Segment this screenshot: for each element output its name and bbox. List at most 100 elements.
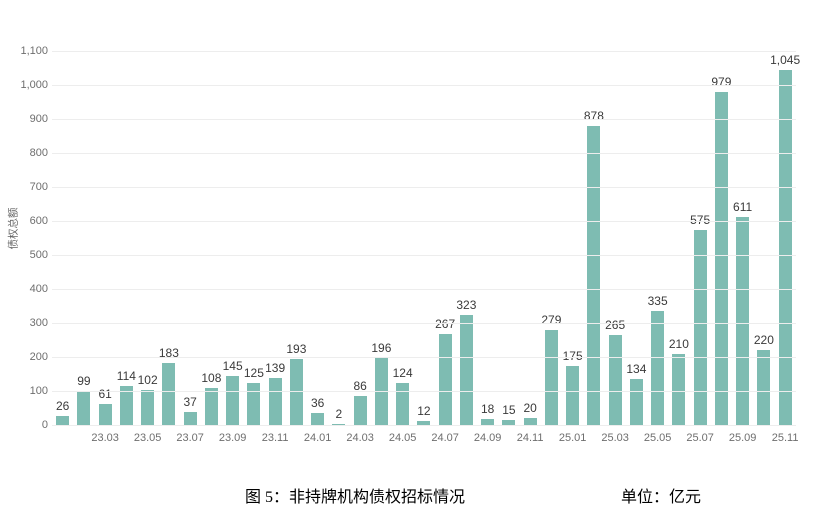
bar-slot: 145 23.09 — [219, 51, 247, 444]
bar-value-label: 102 — [137, 373, 158, 388]
bar-value-label: 183 — [158, 345, 179, 360]
bar — [672, 353, 686, 425]
bar-value-label: 210 — [668, 336, 689, 351]
bar — [311, 412, 325, 425]
grid-line — [52, 51, 796, 52]
bar — [119, 386, 133, 425]
grid-line — [52, 153, 796, 154]
bar-value-label: 99 — [77, 374, 91, 389]
bar-value-label: 979 — [711, 75, 732, 90]
bar — [608, 334, 622, 425]
bar-value-label: 193 — [286, 342, 307, 357]
bar — [693, 229, 707, 425]
grid-line — [52, 391, 796, 392]
bar — [629, 379, 643, 425]
y-tick-label: 600 — [29, 214, 48, 227]
bar-slot: 36 24.01 — [304, 51, 332, 444]
bar-value-label: 175 — [562, 348, 583, 363]
bar-slot: 611 25.09 — [729, 51, 757, 444]
bar-value-label: 279 — [541, 313, 562, 328]
y-tick-label: 700 — [29, 180, 48, 193]
bar — [396, 382, 410, 425]
x-tick-label: 23.05 — [133, 432, 162, 444]
bar-slot: 878 — [583, 51, 604, 425]
x-tick-label: 23.07 — [176, 432, 204, 444]
x-tick-label: 24.05 — [388, 432, 417, 444]
bar-slot: 196 — [371, 51, 392, 425]
y-tick-label: 1,100 — [20, 44, 48, 57]
bar-slot: 265 25.03 — [601, 51, 629, 444]
grid-line — [52, 85, 796, 86]
bar — [353, 395, 367, 425]
bar-value-label: 145 — [222, 358, 243, 373]
bar — [289, 359, 303, 425]
bar-value-label: 265 — [605, 317, 626, 332]
bar-value-label: 26 — [55, 399, 70, 414]
bar-slot: 139 23.11 — [262, 51, 289, 444]
y-tick-label: 0 — [41, 418, 48, 431]
bar-value-label: 611 — [733, 200, 753, 215]
bar-slot: 12 — [413, 51, 434, 425]
bar — [566, 365, 580, 425]
bar — [183, 412, 197, 425]
x-tick-label: 24.07 — [431, 432, 459, 444]
y-tick-label: 800 — [29, 146, 48, 159]
y-tick-label: 900 — [29, 112, 48, 125]
x-tick-label: 25.03 — [601, 432, 629, 444]
bar-value-label: 220 — [753, 333, 774, 348]
x-tick-label: 25.07 — [686, 432, 714, 444]
bar-value-label: 37 — [183, 395, 197, 410]
bar-value-label: 323 — [456, 298, 477, 313]
bar-value-label: 61 — [98, 387, 112, 402]
bar-slot: 15 — [498, 51, 519, 425]
bar-slot: 193 — [286, 51, 307, 425]
bar-slot: 108 — [201, 51, 222, 425]
bar-slot: 18 24.09 — [474, 51, 502, 444]
bar-slot: 125 — [243, 51, 264, 425]
x-tick-label: 23.09 — [218, 432, 247, 444]
bar — [332, 424, 346, 425]
bar-value-label: 1,045 — [770, 52, 801, 67]
grid-line — [52, 187, 796, 188]
bar-value-label: 114 — [116, 369, 136, 384]
bar-slot: 99 — [73, 51, 94, 425]
bar-slot: 183 — [158, 51, 179, 425]
bar-slot: 175 25.01 — [559, 51, 587, 445]
bar-value-label: 125 — [243, 365, 264, 380]
bar-value-label: 878 — [583, 109, 604, 124]
bar-slot: 20 24.11 — [517, 51, 544, 444]
y-tick-label: 500 — [29, 248, 48, 261]
bar-value-label: 134 — [626, 362, 647, 377]
bar-value-label: 86 — [353, 378, 367, 393]
x-tick-label: 25.05 — [643, 432, 672, 444]
y-tick-label: 1,000 — [20, 78, 48, 91]
caption-unit: 单位：亿元 — [621, 489, 702, 506]
bar-slot: 279 — [541, 51, 562, 425]
bar — [77, 391, 91, 425]
bar — [736, 217, 750, 425]
grid-line — [52, 357, 796, 358]
bar — [204, 388, 218, 425]
x-tick-label: 24.09 — [473, 432, 502, 444]
bar-value-label: 18 — [480, 401, 495, 416]
bar-slot: 114 — [116, 51, 137, 425]
x-tick-label: 24.01 — [303, 432, 332, 444]
bar-value-label: 124 — [392, 365, 413, 380]
bar-slot: 124 24.05 — [389, 51, 417, 444]
bar — [502, 419, 516, 425]
bar-slot: 979 — [711, 51, 732, 425]
x-tick-label: 25.09 — [728, 432, 757, 444]
x-tick-label: 24.11 — [516, 432, 544, 444]
bar — [268, 377, 282, 425]
bar-slot: 267 24.07 — [431, 51, 459, 444]
bar-value-label: 335 — [647, 294, 668, 309]
bar — [141, 390, 155, 425]
y-tick-label: 300 — [29, 316, 48, 329]
bar-slot: 102 23.05 — [134, 51, 162, 444]
bar — [417, 420, 431, 425]
bar-value-label: 196 — [371, 341, 392, 356]
bar-value-label: 15 — [502, 402, 516, 417]
bar — [226, 375, 240, 425]
bar — [247, 382, 261, 425]
bar-value-label: 12 — [417, 403, 431, 418]
